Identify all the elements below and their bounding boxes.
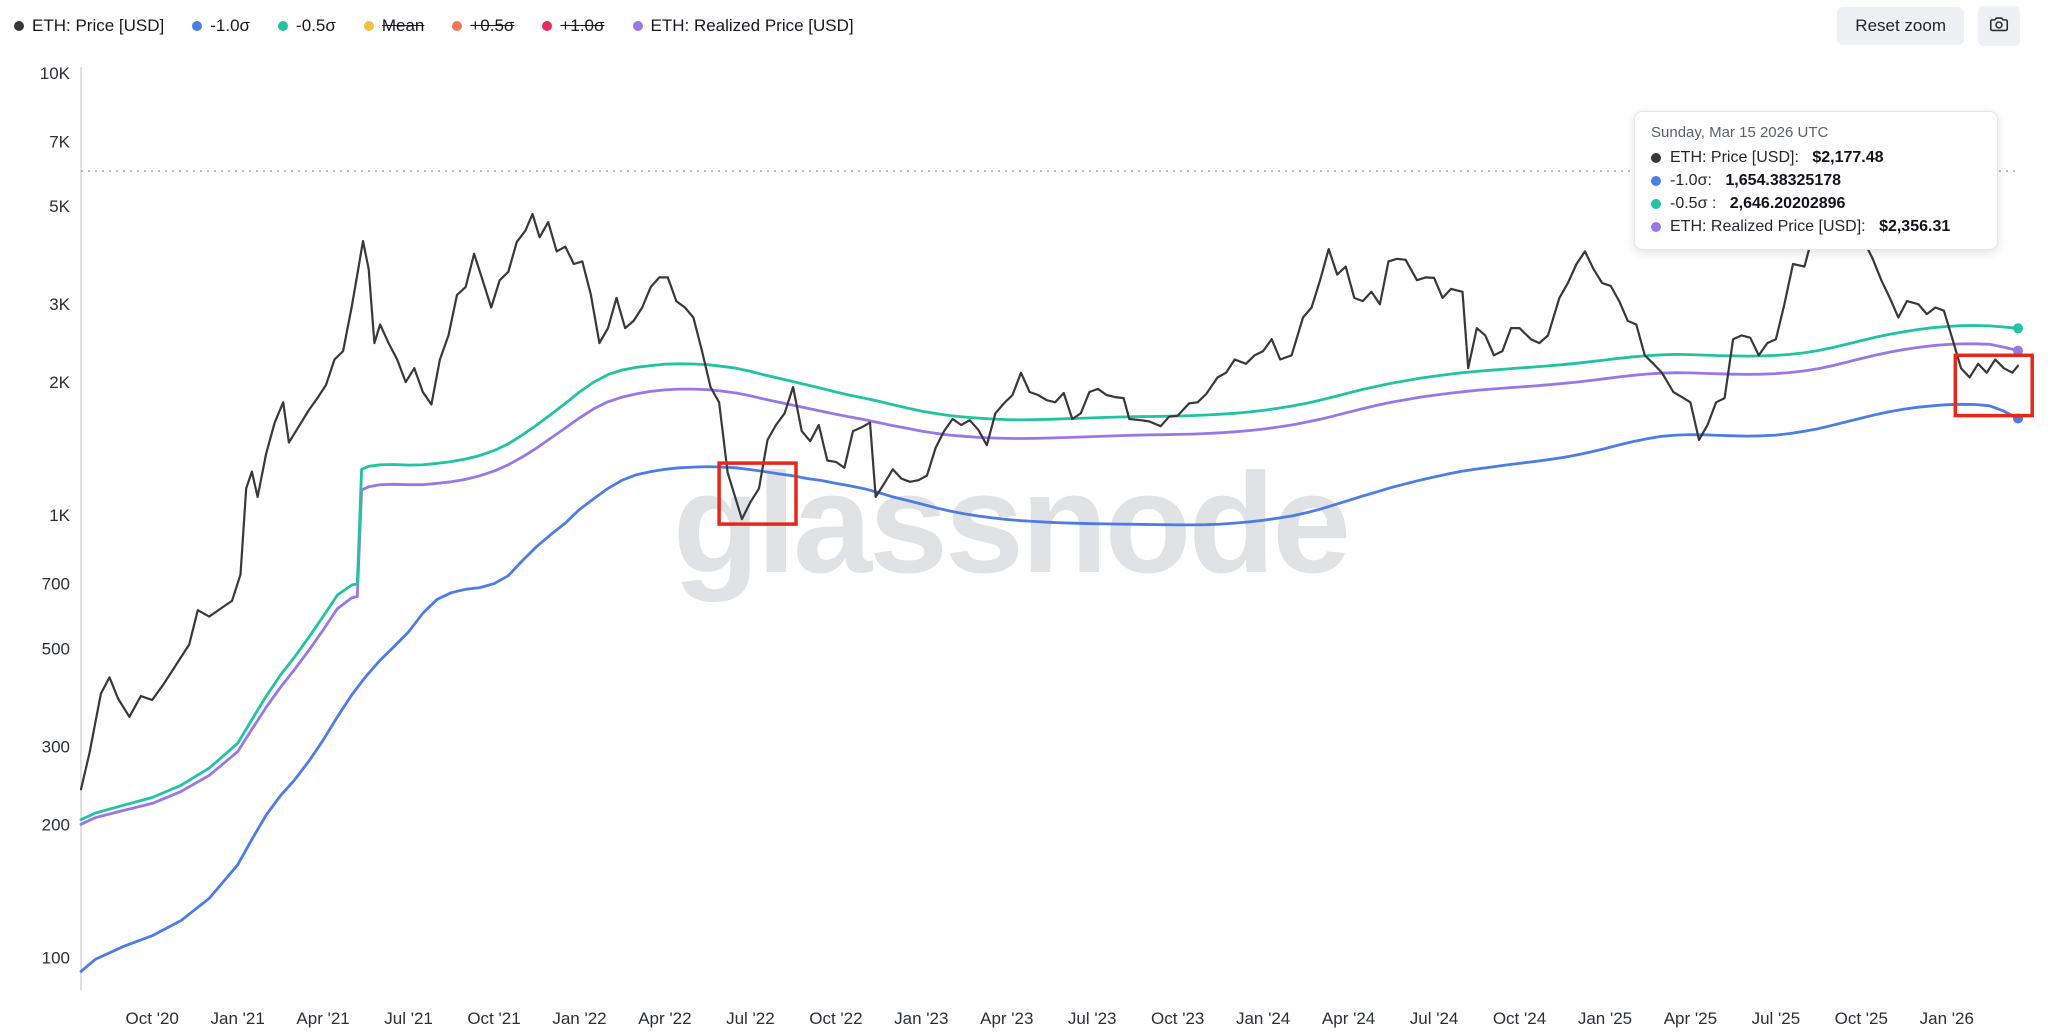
legend-label: Mean — [381, 16, 425, 35]
legend-item-mean[interactable]: Mean — [363, 16, 425, 36]
legend-dot-icon — [363, 21, 374, 31]
x-tick-label: Jan '23 — [894, 1009, 948, 1028]
series-line-1-0 — [79, 402, 2020, 973]
legend-item-eth-price-usd[interactable]: ETH: Price [USD] — [14, 16, 164, 36]
x-tick-label: Oct '22 — [809, 1009, 862, 1028]
tooltip-value: 2,646.20202896 — [1729, 195, 1846, 212]
y-tick-label: 10K — [40, 64, 71, 83]
legend-label: ETH: Realized Price [USD] — [650, 16, 854, 35]
series-line-eth-realized-price-usd — [79, 342, 2020, 826]
y-tick-label: 100 — [42, 948, 70, 967]
tooltip-label: ETH: Price [USD]: — [1670, 149, 1804, 166]
legend-label: -0.5σ — [296, 16, 336, 35]
y-tick-label: 5K — [49, 197, 70, 216]
series-line-0-5 — [79, 324, 2020, 821]
x-tick-label: Apr '23 — [980, 1009, 1033, 1028]
x-tick-label: Jan '21 — [211, 1009, 265, 1028]
legend-label: ETH: Price [USD] — [32, 16, 165, 35]
x-tick-label: Oct '23 — [1151, 1009, 1204, 1028]
tooltip-row-1-0: -1.0σ: 1,654.38325178 — [1651, 172, 1981, 190]
tooltip-value: $2,356.31 — [1879, 218, 1951, 235]
x-tick-label: Oct '21 — [467, 1009, 520, 1028]
tooltip-dot-icon — [1651, 176, 1661, 186]
legend-item-0-5[interactable]: +0.5σ — [452, 16, 514, 36]
y-tick-label: 3K — [49, 295, 70, 314]
x-tick-label: Jul '22 — [726, 1009, 775, 1028]
legend-item-1-0[interactable]: -1.0σ — [192, 16, 250, 36]
chart-tooltip: Sunday, Mar 15 2026 UTC ETH: Price [USD]… — [1634, 111, 1998, 250]
x-tick-label: Jan '24 — [1236, 1009, 1290, 1028]
tooltip-row-0-5: -0.5σ : 2,646.20202896 — [1651, 195, 1981, 213]
legend-item-eth-realized-price-usd[interactable]: ETH: Realized Price [USD] — [632, 16, 854, 36]
legend-dot-icon — [278, 21, 289, 31]
tooltip-row-eth-realized-price-usd: ETH: Realized Price [USD]: $2,356.31 — [1651, 218, 1981, 236]
chart-legend: ETH: Price [USD] -1.0σ -0.5σ Mean +0.5σ +1.0σ… — [14, 16, 854, 36]
price-chart-plot[interactable]: 10K 7K 5K 3K 2K 1K 700 500 300 200 100 Oct '20 Jan '… — [0, 52, 2048, 1032]
tooltip-dot-icon — [1651, 222, 1661, 232]
y-tick-label: 200 — [42, 815, 70, 834]
tooltip-value: 1,654.38325178 — [1725, 172, 1842, 189]
legend-dot-icon — [192, 21, 203, 31]
chart-header: ETH: Price [USD] -1.0σ -0.5σ Mean +0.5σ +1.0σ… — [0, 0, 2048, 52]
x-tick-label: Jan '25 — [1578, 1009, 1632, 1028]
x-tick-label: Jul '21 — [384, 1009, 433, 1028]
x-tick-label: Oct '20 — [126, 1009, 179, 1028]
legend-label: +0.5σ — [470, 16, 515, 35]
series-line-eth-price-usd — [79, 212, 2020, 791]
series-end-dot-eth-realized-price-usd — [2013, 345, 2023, 356]
x-tick-label: Oct '24 — [1493, 1009, 1546, 1028]
tooltip-label: -0.5σ : — [1670, 195, 1721, 212]
highlight-box-1 — [717, 461, 798, 526]
tooltip-label: -1.0σ: — [1670, 172, 1717, 189]
x-tick-label: Apr '25 — [1664, 1009, 1717, 1028]
y-tick-label: 500 — [42, 639, 70, 658]
legend-item-0-5[interactable]: -0.5σ — [278, 16, 336, 36]
x-tick-label: Jul '23 — [1068, 1009, 1117, 1028]
tooltip-rows: ETH: Price [USD]: $2,177.48 -1.0σ: 1,654.… — [1651, 149, 1981, 236]
legend-label: -1.0σ — [210, 16, 251, 35]
legend-dot-icon — [452, 21, 463, 31]
tooltip-date: Sunday, Mar 15 2026 UTC — [1651, 124, 1829, 141]
camera-icon — [1988, 13, 2010, 40]
y-tick-label: 2K — [49, 373, 70, 392]
x-tick-label: Jul '24 — [1410, 1009, 1459, 1028]
x-tick-label: Apr '21 — [296, 1009, 349, 1028]
toolbar: Reset zoom — [1837, 6, 2020, 46]
series-end-dot-0-5 — [2013, 323, 2023, 334]
y-tick-label: 7K — [49, 133, 70, 152]
x-tick-label: Jan '22 — [552, 1009, 606, 1028]
y-tick-label: 700 — [42, 575, 70, 594]
tooltip-dot-icon — [1651, 199, 1661, 209]
y-tick-label: 1K — [49, 506, 70, 525]
y-tick-label: 300 — [42, 738, 70, 757]
legend-dot-icon — [632, 21, 643, 31]
x-tick-label: Oct '25 — [1835, 1009, 1888, 1028]
tooltip-label: ETH: Realized Price [USD]: — [1670, 218, 1871, 235]
legend-dot-icon — [542, 21, 553, 31]
camera-button[interactable] — [1978, 6, 2020, 46]
x-tick-label: Jul '25 — [1752, 1009, 1801, 1028]
chart-canvas[interactable]: glassnode 10K 7K 5K 3K 2K 1K 700 500 300 200 100 Oc… — [0, 52, 2048, 1032]
tooltip-row-eth-price-usd: ETH: Price [USD]: $2,177.48 — [1651, 149, 1981, 167]
reset-zoom-button[interactable]: Reset zoom — [1837, 7, 1964, 45]
legend-label: +1.0σ — [560, 16, 605, 35]
x-tick-label: Apr '22 — [638, 1009, 691, 1028]
legend-item-1-0[interactable]: +1.0σ — [542, 16, 605, 36]
tooltip-dot-icon — [1651, 153, 1661, 163]
x-tick-label: Apr '24 — [1322, 1009, 1375, 1028]
x-tick-label: Jan '26 — [1920, 1009, 1974, 1028]
legend-dot-icon — [14, 21, 24, 31]
tooltip-value: $2,177.48 — [1812, 149, 1884, 166]
highlight-box-2 — [1953, 353, 2034, 418]
